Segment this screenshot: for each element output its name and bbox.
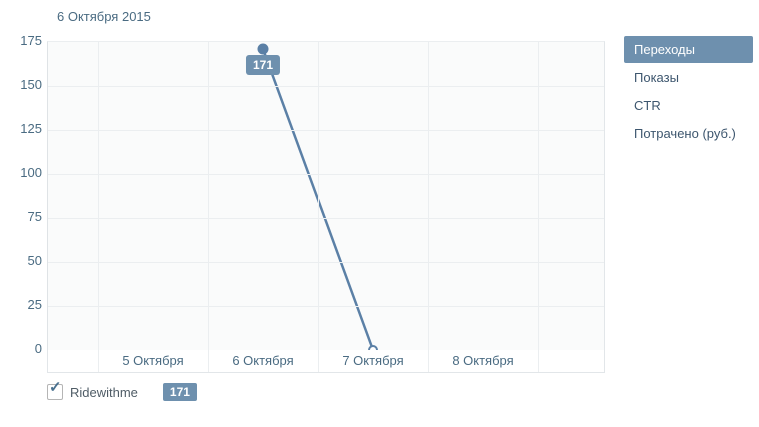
- y-tick-label: 100: [20, 165, 42, 180]
- x-tick-label: 7 Октября: [342, 353, 404, 368]
- point-tooltip: 171: [245, 55, 281, 76]
- menu-item-impressions[interactable]: Показы: [634, 70, 679, 85]
- h-gridline: [48, 306, 604, 307]
- legend-label[interactable]: Ridewithme: [70, 384, 138, 400]
- checkmark-icon: ✓: [49, 379, 62, 396]
- legend-row: ✓ Ridewithme 171: [47, 380, 197, 401]
- metric-menu: Переходы Показы CTR Потрачено (руб.): [624, 36, 753, 148]
- menu-item-spent[interactable]: Потрачено (руб.): [634, 126, 736, 141]
- y-tick-label: 75: [27, 209, 42, 224]
- legend-value-badge: 171: [162, 383, 197, 401]
- x-axis-separator: [208, 350, 209, 372]
- h-gridline: [48, 218, 604, 219]
- data-point-active[interactable]: [257, 43, 269, 55]
- v-gridline: [208, 42, 209, 350]
- series-svg: [257, 43, 378, 355]
- v-gridline: [538, 42, 539, 350]
- h-gridline: [48, 174, 604, 175]
- y-axis: 0 25 50 75 100 125 150 175: [0, 33, 42, 356]
- legend-checkbox[interactable]: ✓: [47, 380, 63, 400]
- v-gridline: [428, 42, 429, 350]
- y-tick-label: 0: [34, 341, 42, 356]
- plot-area: 171: [47, 41, 605, 355]
- v-gridline: [98, 42, 99, 350]
- y-tick-label: 175: [20, 33, 42, 48]
- y-tick-label: 150: [20, 77, 42, 92]
- hovered-date-label: 6 Октября 2015: [57, 9, 151, 24]
- x-tick-label: 8 Октября: [452, 353, 514, 368]
- y-tick-label: 50: [27, 253, 42, 268]
- x-axis-separator: [428, 350, 429, 372]
- x-axis-separator: [98, 350, 99, 372]
- x-axis: 5 Октября 6 Октября 7 Октября 8 Октября: [47, 350, 605, 373]
- h-gridline: [48, 262, 604, 263]
- h-gridline: [48, 130, 604, 131]
- menu-item-clicks[interactable]: Переходы: [624, 36, 753, 63]
- x-tick-label: 5 Октября: [122, 353, 184, 368]
- x-tick-label: 6 Октября: [232, 353, 294, 368]
- x-axis-separator: [318, 350, 319, 372]
- x-axis-separator: [538, 350, 539, 372]
- h-gridline: [48, 86, 604, 87]
- menu-item-ctr[interactable]: CTR: [634, 98, 661, 113]
- y-tick-label: 125: [20, 121, 42, 136]
- y-tick-label: 25: [27, 297, 42, 312]
- v-gridline: [318, 42, 319, 350]
